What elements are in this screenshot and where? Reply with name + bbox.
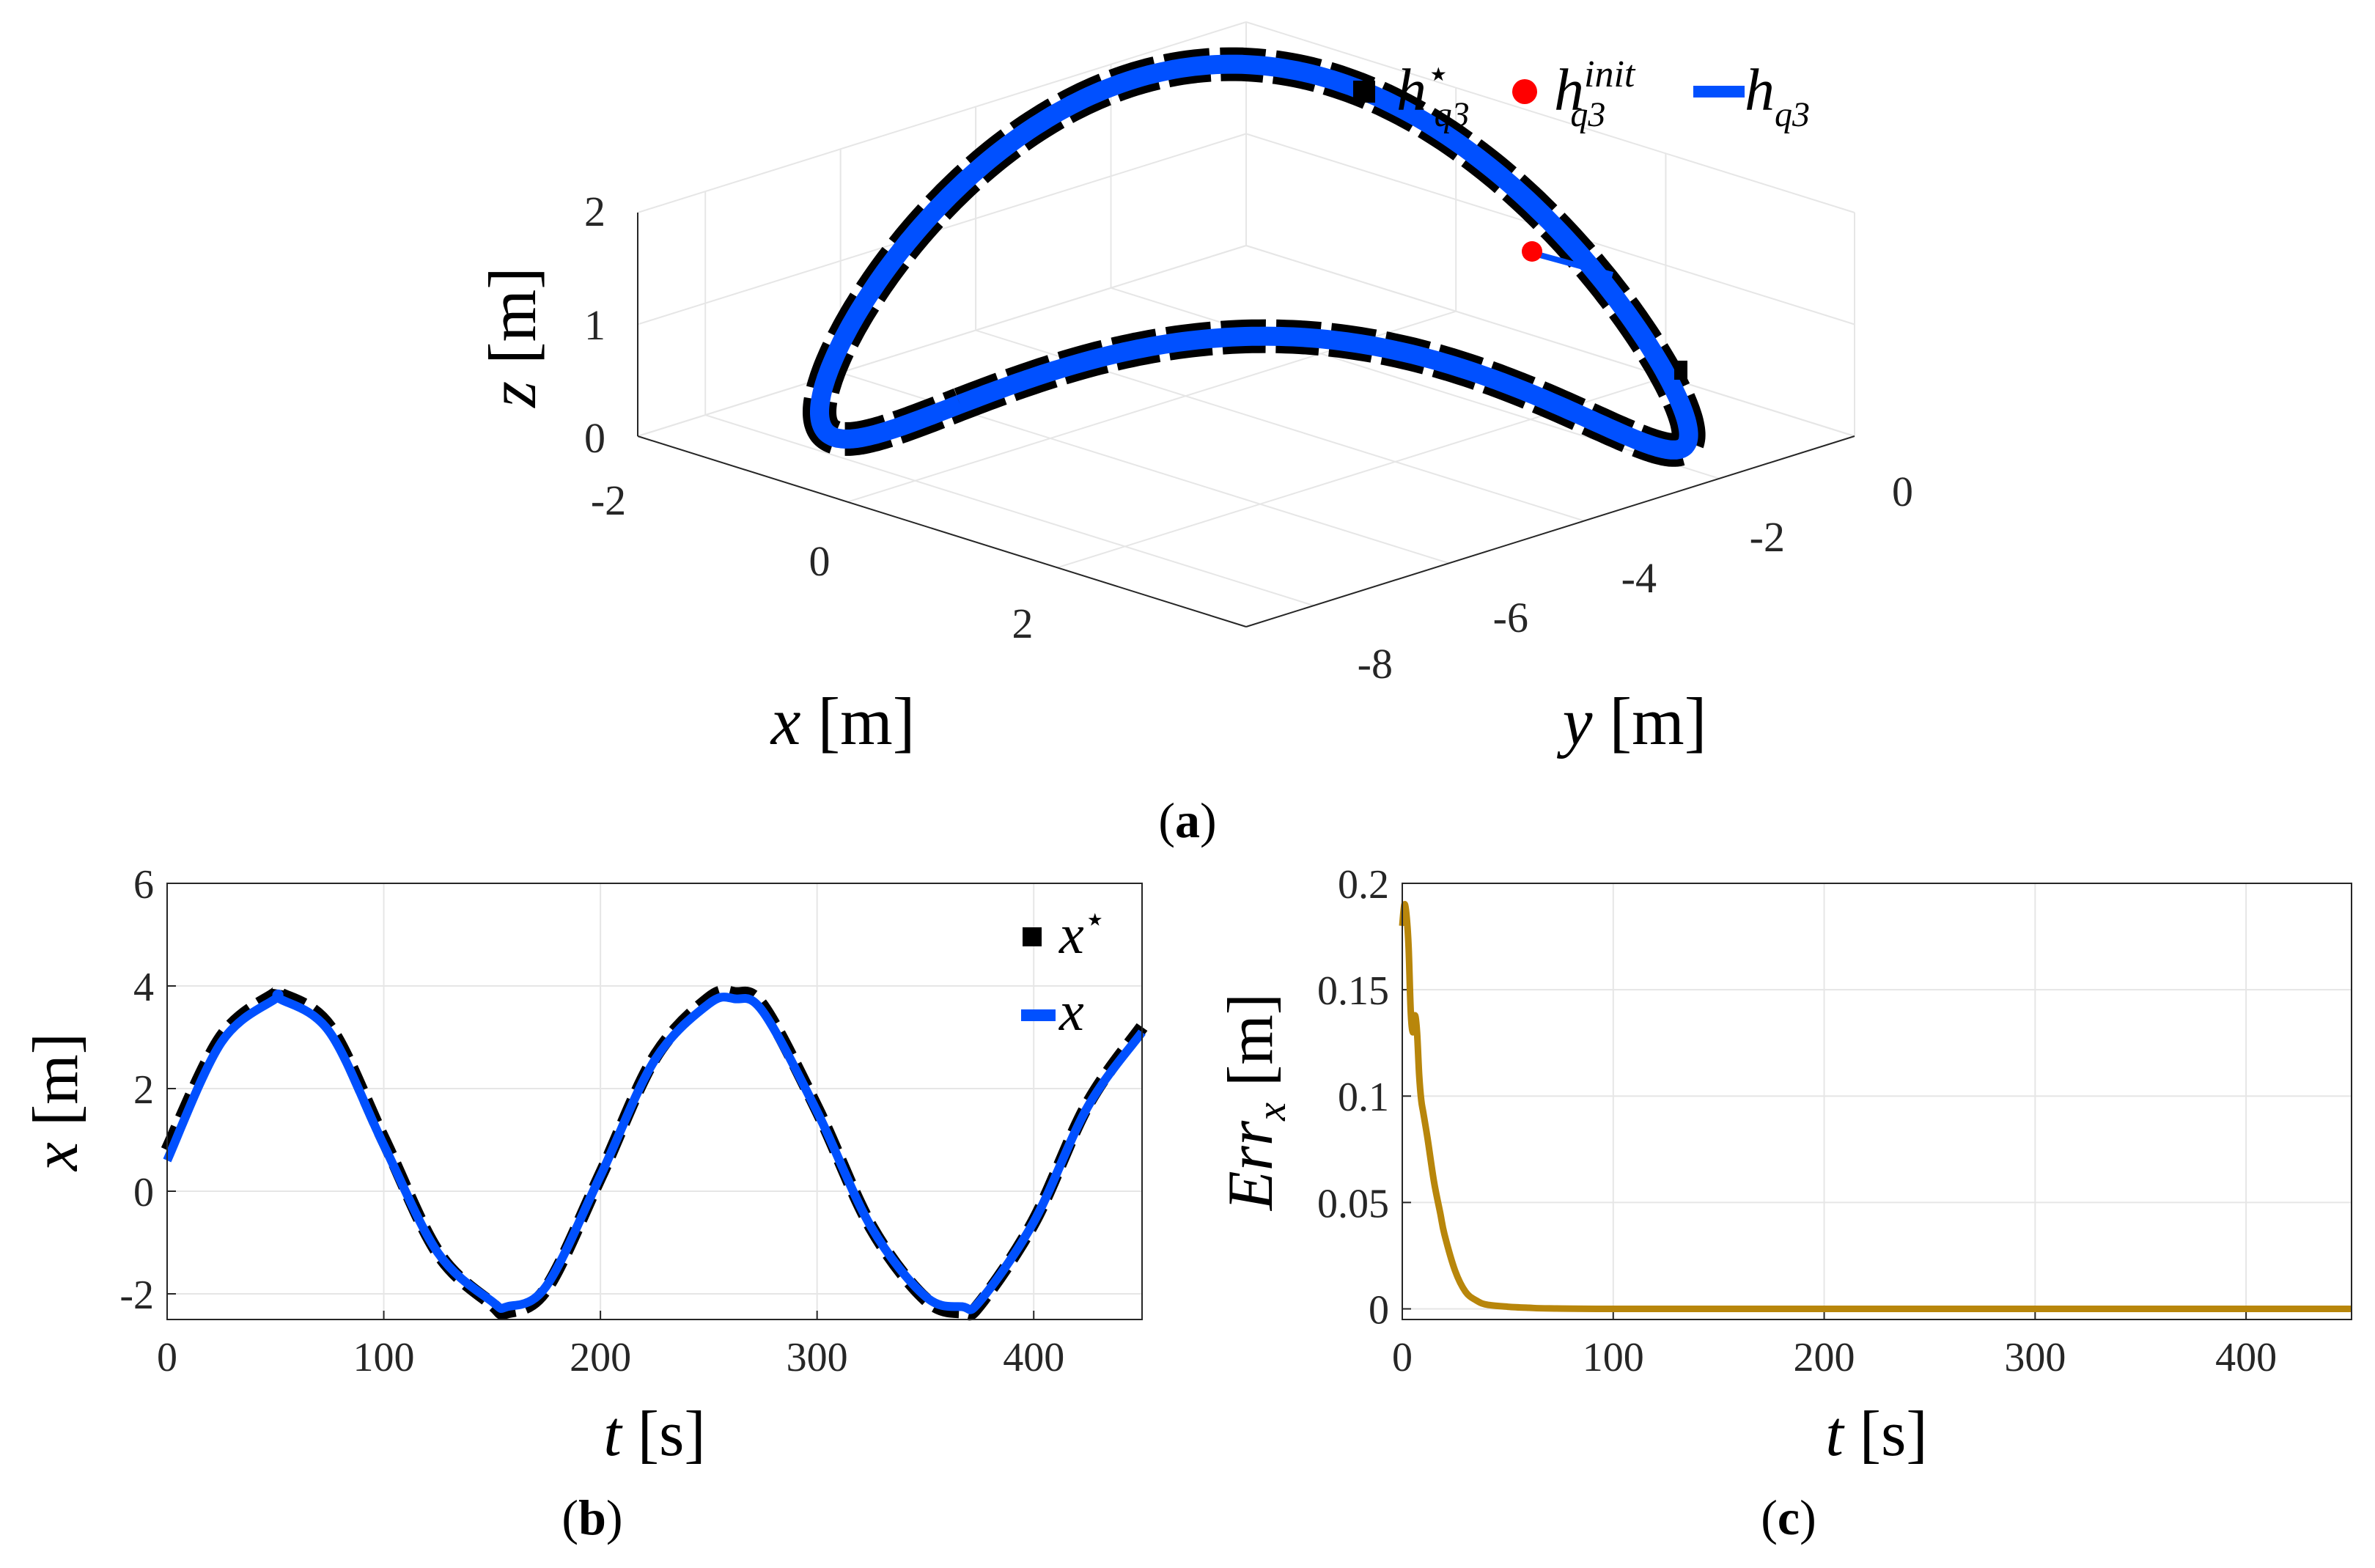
x-tick-label: 400 (1003, 1335, 1064, 1380)
y-tick-label: 4 (133, 965, 154, 1010)
x-tick-label: 0 (157, 1335, 177, 1380)
legend-marker-init (1512, 79, 1537, 104)
y-tick-label: 0.15 (1317, 968, 1389, 1014)
z-axis-unit: [m] (475, 267, 550, 381)
series-trajectory-3d (810, 54, 1698, 460)
grid-line-y-floor (1245, 245, 1855, 437)
caption-a: (a) (1158, 792, 1216, 848)
x-tick-label: 200 (1794, 1335, 1855, 1380)
z-axis-label: z [m] (475, 267, 550, 409)
x-axis-symbol: x (770, 684, 801, 759)
series-line-Errx (1399, 901, 2352, 1313)
panel-c-y-axis-label: Errx [m] (1215, 993, 1295, 1212)
y-tick-label: -8 (1358, 640, 1393, 688)
y-tick-label: 6 (133, 862, 154, 908)
panel-a-axes (637, 213, 1855, 627)
y-tick-label: 0.05 (1317, 1181, 1389, 1226)
x-axis-line (637, 435, 1247, 627)
y-tick-label: 2 (133, 1067, 154, 1113)
grid-line-z-wall-y (1245, 21, 1855, 213)
x-tick-label: 0 (1392, 1335, 1413, 1380)
grid-line-z-wall-x (637, 133, 1247, 325)
y-tick-labels: -8 -6 -4 -2 0 (1358, 468, 1913, 688)
x-tick-label: 400 (2215, 1335, 2277, 1380)
x-tick-labels: -2 0 2 (591, 476, 1034, 647)
panel-c-y-tick-labels: 0 0.05 0.1 0.15 0.2 (1317, 862, 1389, 1333)
panel-b-y-tick-labels: -2 0 2 4 6 (119, 862, 154, 1318)
x-tick-label: -2 (591, 476, 626, 524)
panel-c-x-tick-labels: 0 100 200 300 400 (1392, 1335, 2277, 1380)
caption-c: (c) (1761, 1490, 1816, 1545)
reference-end-marker (1674, 361, 1687, 380)
y-axis-unit: [m] (1593, 684, 1707, 759)
series-line-x (161, 982, 1148, 1321)
init-point-marker (1522, 241, 1542, 262)
y-axis-line (1245, 435, 1855, 627)
y-tick-label: 0 (1369, 1287, 1389, 1333)
panel-c-x-axis-label: t [s] (1825, 1399, 1927, 1470)
y-tick-label: -6 (1493, 594, 1528, 641)
y-tick-label: -4 (1621, 554, 1657, 602)
y-tick-label: -2 (1750, 513, 1785, 561)
z-axis-symbol: z (475, 381, 550, 409)
x-tick-label: 300 (2004, 1335, 2066, 1380)
x-tick-label: 100 (353, 1335, 415, 1380)
legend-marker-reference-b (1023, 927, 1042, 946)
z-tick-label: 0 (584, 414, 605, 462)
series-line-x (163, 989, 1146, 1314)
z-tick-label: 1 (584, 301, 605, 349)
grid-line-x-floor (637, 245, 1247, 437)
x-tick-label: 0 (809, 537, 831, 585)
legend-entry-reference: h⋆ q3 (1396, 54, 1470, 134)
legend-entry-init: hinit q3 (1554, 54, 1636, 134)
z-tick-label: 2 (584, 188, 605, 235)
legend-panel-b: x⋆ x (1021, 900, 1106, 1042)
y-axis-symbol: y (1557, 684, 1593, 759)
init-transition-segment (1531, 250, 1614, 278)
caption-b: (b) (561, 1490, 622, 1545)
legend-panel-a: h⋆ q3 hinit q3 hq3 (1353, 54, 1810, 134)
legend-entry-reference-b: x⋆ (1058, 900, 1106, 965)
x-axis-label: x [m] (770, 684, 916, 759)
x-tick-label: 100 (1583, 1335, 1644, 1380)
x-axis-unit: [m] (801, 684, 916, 759)
grid-line-z-wall-x (637, 21, 1247, 213)
y-tick-label: 0.1 (1338, 1075, 1389, 1120)
panel-b-series (161, 982, 1148, 1321)
y-tick-label: 0 (1892, 468, 1913, 515)
panel-c-frame (1402, 883, 2352, 1320)
panel-b-grid (166, 883, 1142, 1319)
y-tick-label: -2 (119, 1273, 154, 1318)
y-axis-label: y [m] (1557, 684, 1707, 759)
grid-line-y-floor (704, 414, 1314, 607)
panel-b-frame (166, 883, 1143, 1320)
panel-a-3d-trajectory: 2 1 0 -2 0 2 -8 -6 -4 -2 0 x [m] y [m] z… (475, 21, 1913, 759)
legend-entry-trajectory-b: x (1058, 981, 1084, 1042)
y-tick-label: 0.2 (1338, 862, 1389, 908)
panel-c-error-vs-time: 0 100 200 300 400 0 0.05 0.1 0.15 0.2 t [s] Errx… (1215, 862, 2352, 1470)
panel-c-series (1399, 901, 2352, 1313)
x-tick-label: 2 (1012, 600, 1034, 647)
z-tick-labels: 2 1 0 (584, 188, 605, 462)
panel-b-x-axis-label: t [s] (603, 1399, 705, 1470)
y-tick-label: 0 (133, 1170, 154, 1215)
panel-c-grid (1402, 883, 2352, 1319)
x-tick-label: 300 (787, 1335, 848, 1380)
legend-entry-trajectory: hq3 (1745, 56, 1810, 134)
panel-a-grid (637, 21, 1855, 607)
x-tick-label: 200 (570, 1335, 631, 1380)
panel-b-x-tick-labels: 0 100 200 300 400 (157, 1335, 1064, 1380)
legend-marker-reference (1353, 81, 1375, 103)
panel-b-y-axis-label: x [m] (21, 1033, 92, 1172)
